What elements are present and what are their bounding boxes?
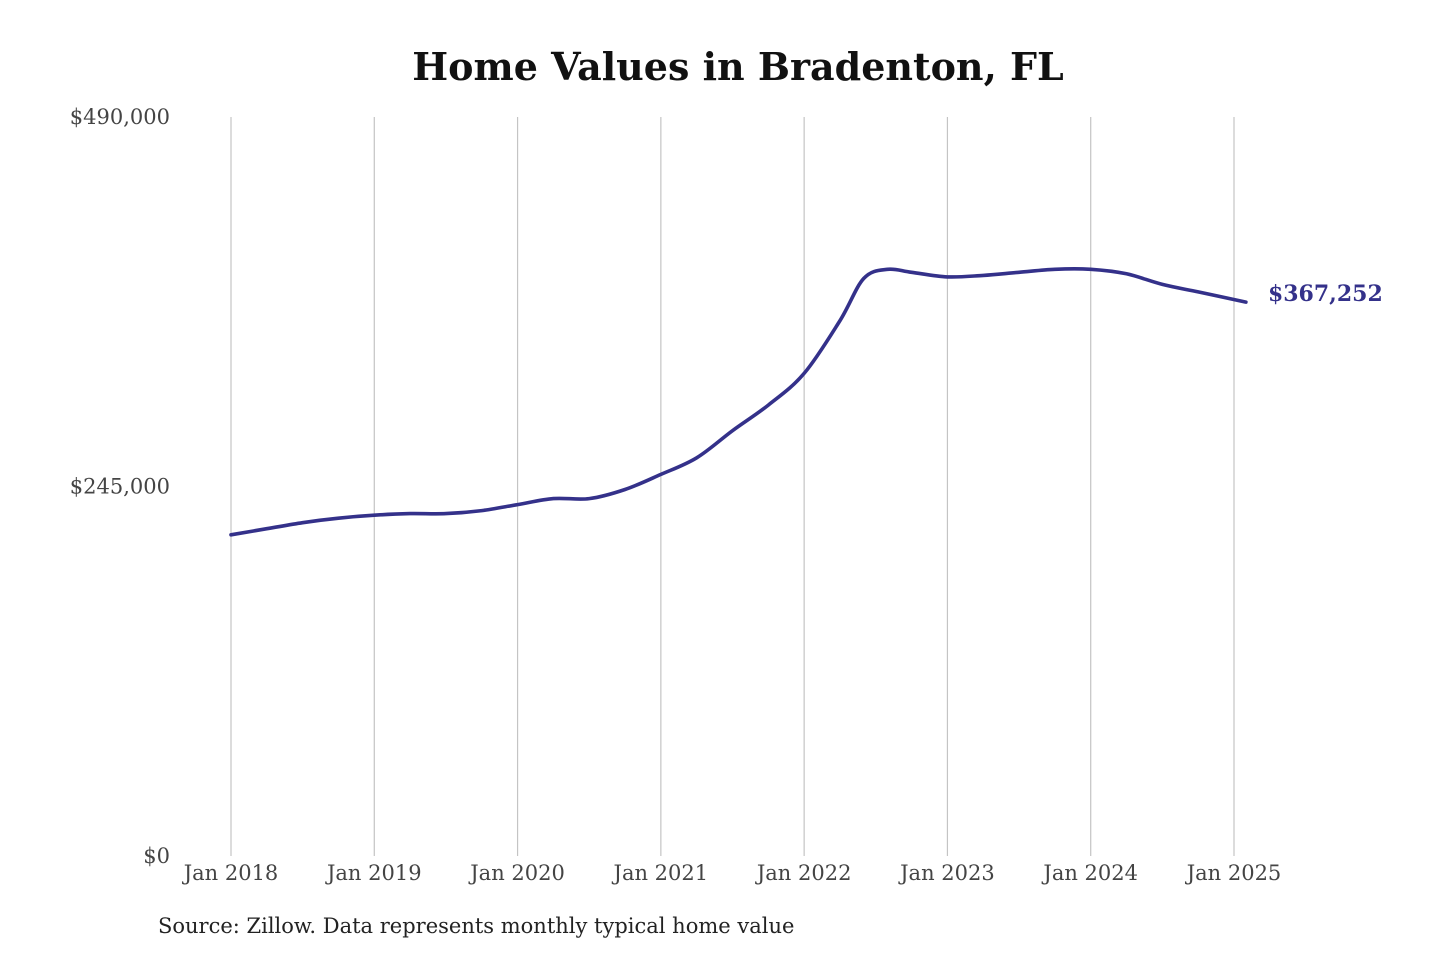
x-tick-label: Jan 2024	[1041, 861, 1138, 885]
y-tick-label: $490,000	[70, 105, 170, 129]
series-line	[229, 267, 1248, 537]
x-tick-label: Jan 2018	[182, 861, 279, 885]
chart-source-note: Source: Zillow. Data represents monthly …	[158, 914, 795, 938]
series-layer: $367,252	[229, 267, 1383, 537]
x-tick-label: Jan 2023	[898, 861, 995, 885]
x-tick-label: Jan 2021	[612, 861, 709, 885]
x-tick-label: Jan 2025	[1185, 861, 1282, 885]
chart-title: Home Values in Bradenton, FL	[412, 44, 1064, 89]
x-tick-label: Jan 2020	[468, 861, 565, 885]
x-tick-label: Jan 2019	[325, 861, 422, 885]
grid-lines	[230, 117, 1235, 856]
end-value-label: $367,252	[1268, 281, 1383, 307]
y-tick-label: $0	[143, 844, 170, 868]
y-tick-label: $245,000	[70, 475, 170, 499]
y-axis: $0 $245,000 $490,000	[70, 105, 170, 868]
x-axis: Jan 2018 Jan 2019 Jan 2020 Jan 2021 Jan 2022…	[182, 861, 1282, 885]
x-tick-label: Jan 2022	[755, 861, 852, 885]
